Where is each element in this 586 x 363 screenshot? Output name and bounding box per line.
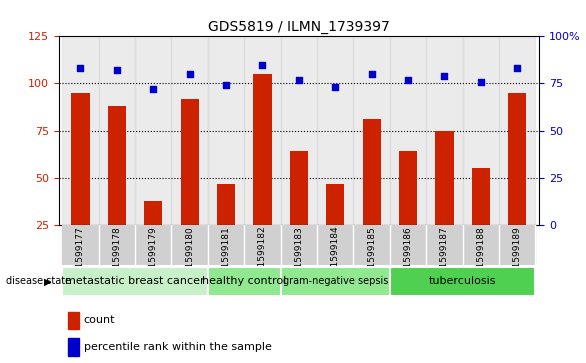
Text: GSM1599189: GSM1599189	[513, 226, 522, 287]
Point	[403, 77, 413, 83]
Bar	[62, 266, 208, 296]
Text: percentile rank within the sample: percentile rank within the sample	[84, 342, 271, 352]
Bar	[71, 93, 90, 272]
Bar	[463, 36, 499, 225]
Bar	[208, 36, 244, 225]
Text: GSM1599180: GSM1599180	[185, 226, 194, 287]
Text: GSM1599181: GSM1599181	[222, 226, 230, 287]
Bar	[98, 225, 135, 265]
Bar	[399, 151, 417, 272]
Bar	[244, 225, 281, 265]
Bar	[281, 225, 317, 265]
Text: healthy control: healthy control	[202, 276, 287, 286]
Bar	[98, 36, 135, 225]
Point	[440, 73, 449, 79]
Bar	[68, 312, 79, 329]
Bar	[390, 36, 426, 225]
Text: GSM1599186: GSM1599186	[404, 226, 413, 287]
Title: GDS5819 / ILMN_1739397: GDS5819 / ILMN_1739397	[208, 20, 390, 34]
Point	[331, 84, 340, 90]
Bar	[326, 184, 345, 272]
Text: GSM1599184: GSM1599184	[331, 226, 340, 286]
Bar	[180, 99, 199, 272]
Bar	[62, 36, 98, 225]
Bar	[435, 131, 454, 272]
Bar	[281, 266, 390, 296]
Text: GSM1599185: GSM1599185	[367, 226, 376, 287]
Bar	[144, 200, 162, 272]
Bar	[62, 225, 98, 265]
Bar	[281, 36, 317, 225]
Text: gram-negative sepsis: gram-negative sepsis	[282, 276, 388, 286]
Text: GSM1599187: GSM1599187	[440, 226, 449, 287]
Text: GSM1599179: GSM1599179	[149, 226, 158, 287]
Text: GSM1599188: GSM1599188	[476, 226, 485, 287]
Text: ▶: ▶	[44, 276, 52, 286]
Bar	[208, 225, 244, 265]
Point	[258, 62, 267, 68]
Text: count: count	[84, 315, 115, 325]
Bar	[108, 106, 126, 272]
Point	[294, 77, 304, 83]
Point	[222, 82, 231, 88]
Bar	[217, 184, 235, 272]
Text: GSM1599182: GSM1599182	[258, 226, 267, 286]
Bar	[426, 225, 463, 265]
Text: metastatic breast cancer: metastatic breast cancer	[65, 276, 205, 286]
Text: GSM1599178: GSM1599178	[113, 226, 121, 287]
Point	[476, 79, 486, 85]
Bar	[363, 119, 381, 272]
Bar	[244, 36, 281, 225]
Point	[76, 65, 85, 71]
Bar	[390, 266, 536, 296]
Point	[149, 86, 158, 92]
Bar	[426, 36, 463, 225]
Bar	[317, 225, 353, 265]
Text: GSM1599183: GSM1599183	[294, 226, 304, 287]
Bar	[390, 225, 426, 265]
Point	[112, 68, 121, 73]
Text: GSM1599177: GSM1599177	[76, 226, 85, 287]
Bar	[353, 225, 390, 265]
Bar	[208, 266, 281, 296]
Bar	[463, 225, 499, 265]
Bar	[353, 36, 390, 225]
Bar	[508, 93, 526, 272]
Bar	[135, 225, 172, 265]
Bar	[472, 168, 490, 272]
Bar	[317, 36, 353, 225]
Bar	[499, 225, 536, 265]
Bar	[172, 36, 208, 225]
Bar	[253, 74, 271, 272]
Text: tuberculosis: tuberculosis	[429, 276, 496, 286]
Point	[367, 71, 376, 77]
Point	[513, 65, 522, 71]
Bar	[499, 36, 536, 225]
Bar	[68, 338, 79, 356]
Bar	[172, 225, 208, 265]
Bar	[135, 36, 172, 225]
Point	[185, 71, 195, 77]
Text: disease state: disease state	[6, 276, 71, 286]
Bar	[289, 151, 308, 272]
